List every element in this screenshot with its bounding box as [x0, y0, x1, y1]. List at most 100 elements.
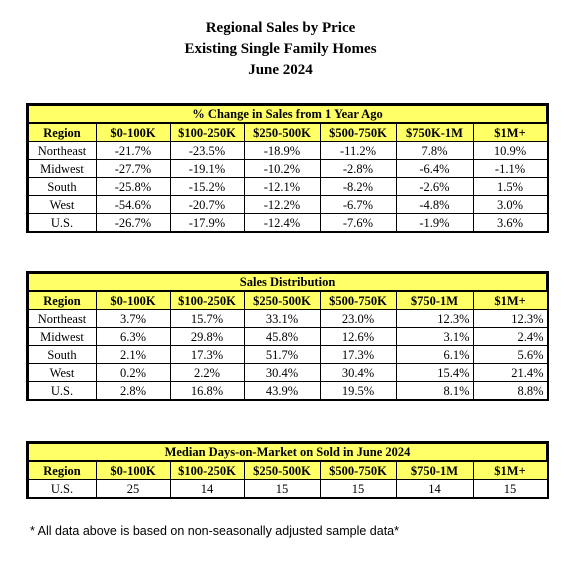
- table-row: West 0.2% 2.2% 30.4% 30.4% 15.4% 21.4%: [27, 363, 548, 382]
- table-cell: -23.5%: [169, 141, 245, 160]
- table-cell: 25: [95, 479, 171, 498]
- table-cell: 3.0%: [472, 195, 548, 214]
- column-header: $1M+: [472, 460, 548, 480]
- table-cell: 43.9%: [243, 381, 321, 400]
- table-cell: 6.3%: [95, 327, 171, 346]
- table-row: U.S. -26.7% -17.9% -12.4% -7.6% -1.9% 3.…: [27, 213, 548, 232]
- column-header: $250-500K: [243, 122, 321, 142]
- table-cell: 29.8%: [169, 327, 245, 346]
- table-cell: 6.1%: [395, 345, 474, 364]
- table-cell: -17.9%: [169, 213, 245, 232]
- table-cell: 15: [319, 479, 397, 498]
- report-title: Regional Sales by Price Existing Single …: [0, 18, 561, 81]
- table-row: U.S. 2.8% 16.8% 43.9% 19.5% 8.1% 8.8%: [27, 381, 548, 400]
- table-cell: 2.1%: [95, 345, 171, 364]
- table-cell: 0.2%: [95, 363, 171, 382]
- table-cell: 51.7%: [243, 345, 321, 364]
- table-cell: -12.1%: [243, 177, 321, 196]
- table-cell: -21.7%: [95, 141, 171, 160]
- table-cell: 12.3%: [395, 309, 474, 328]
- table-cell: 14: [169, 479, 245, 498]
- region-cell: U.S.: [27, 381, 97, 400]
- table-cell: -11.2%: [319, 141, 397, 160]
- table-cell: 3.1%: [395, 327, 474, 346]
- table-cell: 5.6%: [472, 345, 548, 364]
- region-cell: Northeast: [27, 309, 97, 328]
- table-cell: 30.4%: [319, 363, 397, 382]
- region-cell: West: [27, 363, 97, 382]
- table-row: Midwest -27.7% -19.1% -10.2% -2.8% -6.4%…: [27, 159, 548, 178]
- table-cell: 7.8%: [395, 141, 474, 160]
- table-cell: 2.2%: [169, 363, 245, 382]
- column-header: Region: [27, 122, 97, 142]
- column-header: Region: [27, 290, 97, 310]
- header-row: Region $0-100K $100-250K $250-500K $500-…: [27, 122, 548, 142]
- section-title: % Change in Sales from 1 Year Ago: [26, 104, 549, 124]
- column-header: Region: [27, 460, 97, 480]
- region-cell: Northeast: [27, 141, 97, 160]
- table-cell: 45.8%: [243, 327, 321, 346]
- title-line-2: Existing Single Family Homes: [184, 41, 377, 57]
- column-header: $750K-1M: [395, 122, 474, 142]
- column-header: $1M+: [472, 122, 548, 142]
- table-row: South 2.1% 17.3% 51.7% 17.3% 6.1% 5.6%: [27, 345, 548, 364]
- column-header: $100-250K: [169, 460, 245, 480]
- table-cell: 12.3%: [472, 309, 548, 328]
- table-cell: 17.3%: [319, 345, 397, 364]
- table-cell: 23.0%: [319, 309, 397, 328]
- column-header: $250-500K: [243, 290, 321, 310]
- table-cell: 14: [395, 479, 474, 498]
- table-cell: 12.6%: [319, 327, 397, 346]
- column-header: $0-100K: [95, 290, 171, 310]
- table-row: Midwest 6.3% 29.8% 45.8% 12.6% 3.1% 2.4%: [27, 327, 548, 346]
- table-cell: 15: [243, 479, 321, 498]
- table-cell: 30.4%: [243, 363, 321, 382]
- region-cell: U.S.: [27, 213, 97, 232]
- table-cell: -1.1%: [472, 159, 548, 178]
- header-row: Region $0-100K $100-250K $250-500K $500-…: [27, 290, 548, 310]
- table-cell: -6.7%: [319, 195, 397, 214]
- table-row: Northeast 3.7% 15.7% 33.1% 23.0% 12.3% 1…: [27, 309, 548, 328]
- table-cell: 2.8%: [95, 381, 171, 400]
- table-cell: 8.8%: [472, 381, 548, 400]
- table-row: South -25.8% -15.2% -12.1% -8.2% -2.6% 1…: [27, 177, 548, 196]
- region-cell: U.S.: [27, 479, 97, 498]
- column-header: $100-250K: [169, 290, 245, 310]
- table-cell: -19.1%: [169, 159, 245, 178]
- column-header: $1M+: [472, 290, 548, 310]
- table-row: Northeast -21.7% -23.5% -18.9% -11.2% 7.…: [27, 141, 548, 160]
- table-cell: 16.8%: [169, 381, 245, 400]
- table-cell: 3.7%: [95, 309, 171, 328]
- table-cell: -15.2%: [169, 177, 245, 196]
- table-cell: 15: [472, 479, 548, 498]
- table-cell: -8.2%: [319, 177, 397, 196]
- table-cell: 10.9%: [472, 141, 548, 160]
- table-cell: -2.8%: [319, 159, 397, 178]
- column-header: $750-1M: [395, 290, 474, 310]
- column-header: $100-250K: [169, 122, 245, 142]
- table-cell: -12.2%: [243, 195, 321, 214]
- region-cell: Midwest: [27, 159, 97, 178]
- section-title: Median Days-on-Market on Sold in June 20…: [26, 442, 549, 462]
- title-line-1: Regional Sales by Price: [205, 20, 356, 36]
- table-cell: -4.8%: [395, 195, 474, 214]
- table-cell: -10.2%: [243, 159, 321, 178]
- table-cell: -2.6%: [395, 177, 474, 196]
- region-cell: West: [27, 195, 97, 214]
- region-cell: South: [27, 345, 97, 364]
- table-cell: -6.4%: [395, 159, 474, 178]
- column-header: $750-1M: [395, 460, 474, 480]
- table-cell: -7.6%: [319, 213, 397, 232]
- pct-change-table: % Change in Sales from 1 Year Ago Region…: [25, 103, 550, 233]
- table-cell: 21.4%: [472, 363, 548, 382]
- footnote: * All data above is based on non-seasona…: [30, 524, 400, 538]
- table-cell: -20.7%: [169, 195, 245, 214]
- table-cell: 15.4%: [395, 363, 474, 382]
- table-cell: -25.8%: [95, 177, 171, 196]
- region-cell: Midwest: [27, 327, 97, 346]
- region-cell: South: [27, 177, 97, 196]
- table-cell: 1.5%: [472, 177, 548, 196]
- days-on-market-table: Median Days-on-Market on Sold in June 20…: [25, 441, 550, 499]
- table-cell: 15.7%: [169, 309, 245, 328]
- table-cell: -12.4%: [243, 213, 321, 232]
